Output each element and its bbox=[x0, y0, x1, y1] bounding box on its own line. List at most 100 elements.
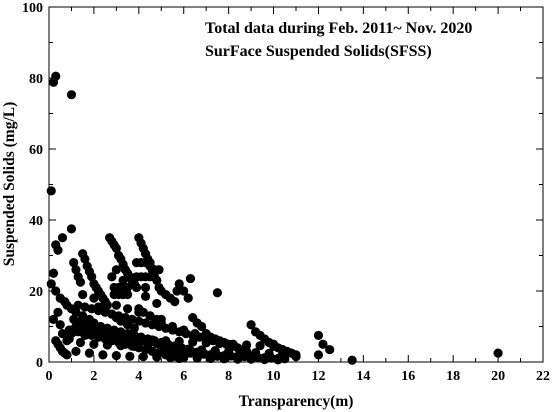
data-point bbox=[46, 186, 56, 196]
x-tick-label: 8 bbox=[225, 369, 232, 384]
data-point bbox=[318, 339, 328, 349]
x-tick-label: 0 bbox=[46, 369, 53, 384]
data-point bbox=[66, 90, 77, 100]
data-point bbox=[156, 314, 166, 324]
data-point bbox=[221, 339, 231, 349]
data-point bbox=[62, 350, 72, 360]
data-point bbox=[122, 289, 133, 300]
data-point bbox=[183, 293, 193, 303]
data-point bbox=[51, 71, 61, 81]
x-tick-label: 18 bbox=[446, 369, 460, 384]
data-point bbox=[145, 311, 155, 321]
x-tick-label: 12 bbox=[311, 369, 325, 384]
x-tick-label: 2 bbox=[90, 369, 97, 384]
data-point bbox=[140, 291, 151, 301]
data-point bbox=[53, 245, 63, 255]
data-point bbox=[75, 277, 86, 287]
data-point bbox=[246, 352, 256, 362]
data-point bbox=[179, 286, 189, 296]
data-point bbox=[255, 341, 265, 351]
y-tick-label: 60 bbox=[29, 143, 43, 158]
x-tick-label: 16 bbox=[401, 369, 415, 384]
data-point bbox=[71, 346, 81, 356]
data-point bbox=[156, 344, 166, 355]
data-point bbox=[199, 349, 209, 359]
data-point bbox=[111, 265, 121, 275]
data-point bbox=[228, 339, 238, 349]
data-point bbox=[206, 350, 216, 360]
x-tick-labels: 0 2 4 6 8 10 12 14 16 18 20 22 bbox=[46, 369, 551, 384]
data-point bbox=[174, 279, 184, 289]
data-point bbox=[62, 336, 72, 346]
data-point bbox=[152, 298, 162, 309]
data-point bbox=[71, 265, 81, 275]
data-point bbox=[111, 300, 121, 310]
annotation-line-2: SurFace Suspended Solids(SFSS) bbox=[205, 43, 432, 60]
data-point bbox=[122, 282, 133, 293]
data-point bbox=[66, 224, 77, 234]
data-point bbox=[66, 329, 77, 339]
data-point bbox=[89, 293, 99, 303]
data-point bbox=[185, 273, 196, 284]
data-point bbox=[268, 341, 279, 351]
data-point bbox=[111, 351, 121, 361]
data-point bbox=[493, 348, 503, 358]
data-points bbox=[46, 71, 503, 365]
data-point bbox=[122, 304, 133, 314]
data-point bbox=[185, 348, 196, 358]
data-point bbox=[313, 330, 324, 340]
data-point bbox=[172, 286, 182, 296]
data-point bbox=[233, 351, 243, 361]
data-point bbox=[197, 321, 207, 332]
data-point bbox=[313, 350, 324, 360]
data-point bbox=[111, 243, 121, 253]
data-point bbox=[48, 268, 59, 278]
data-point bbox=[48, 314, 59, 324]
data-point bbox=[212, 350, 223, 360]
data-point bbox=[69, 258, 79, 268]
x-tick-label: 6 bbox=[180, 369, 187, 384]
data-point bbox=[89, 339, 99, 349]
data-point bbox=[78, 289, 88, 300]
data-point bbox=[134, 307, 144, 317]
y-tick-label: 40 bbox=[29, 214, 43, 229]
data-point bbox=[98, 350, 108, 360]
data-point bbox=[154, 265, 164, 275]
data-point bbox=[152, 352, 162, 362]
y-tick-label: 100 bbox=[22, 1, 43, 16]
y-tick-label: 0 bbox=[36, 356, 43, 371]
x-tick-label: 22 bbox=[536, 369, 550, 384]
data-point bbox=[152, 275, 162, 285]
data-point bbox=[219, 351, 229, 361]
x-axis-title: Transparency(m) bbox=[239, 393, 354, 410]
annotation-line-1: Total data during Feb. 2011~ Nov. 2020 bbox=[205, 20, 472, 37]
data-point bbox=[259, 353, 270, 363]
x-tick-label: 20 bbox=[491, 369, 505, 384]
y-tick-labels: 0 20 40 60 80 100 bbox=[22, 1, 43, 371]
data-point bbox=[129, 279, 139, 289]
data-point bbox=[100, 297, 110, 307]
data-point bbox=[192, 349, 202, 359]
data-point bbox=[140, 282, 151, 293]
axis-ticks bbox=[48, 6, 544, 363]
x-tick-label: 10 bbox=[267, 369, 281, 384]
data-point bbox=[291, 350, 301, 360]
data-point bbox=[116, 341, 126, 351]
y-tick-label: 80 bbox=[29, 72, 43, 87]
data-point bbox=[246, 320, 256, 330]
data-point bbox=[55, 320, 65, 330]
data-point bbox=[75, 337, 86, 348]
data-point bbox=[57, 329, 68, 339]
data-point bbox=[253, 352, 263, 362]
data-point bbox=[84, 348, 95, 358]
data-point bbox=[145, 272, 155, 282]
data-point bbox=[71, 307, 81, 317]
data-point bbox=[129, 323, 139, 333]
data-point bbox=[57, 233, 68, 243]
data-point bbox=[273, 353, 283, 364]
data-point bbox=[170, 346, 180, 356]
data-point bbox=[118, 275, 128, 285]
data-point bbox=[107, 272, 117, 282]
data-point bbox=[138, 352, 148, 362]
